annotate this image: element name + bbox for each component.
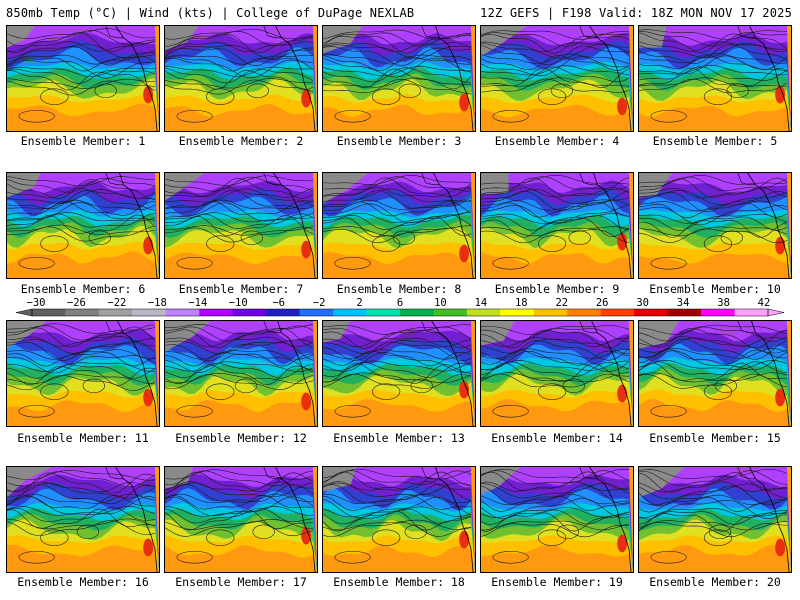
colorbar-left-arrow <box>15 308 33 317</box>
ensemble-member-label: Ensemble Member: 18 <box>333 575 465 589</box>
colorbar-segment <box>165 309 200 316</box>
ensemble-member-label: Ensemble Member: 10 <box>649 282 781 296</box>
ensemble-member-label: Ensemble Member: 1 <box>20 134 146 148</box>
ensemble-member-map <box>6 466 160 573</box>
ensemble-member-label: Ensemble Member: 8 <box>336 282 462 296</box>
ensemble-member-map <box>322 25 476 132</box>
colorbar-tick-label: −10 <box>228 297 248 309</box>
colorbar-tick-label: 30 <box>636 297 650 309</box>
ensemble-member-map <box>480 466 634 573</box>
colorbar-segment <box>400 309 434 316</box>
colorbar-tick-label: −2 <box>312 297 326 309</box>
ensemble-member-label: Ensemble Member: 19 <box>491 575 623 589</box>
map-title: 850mb Temp (°C) | Wind (kts) | College o… <box>6 6 415 20</box>
colorbar-segment <box>701 309 736 316</box>
colorbar-segment <box>199 309 234 316</box>
colorbar-segment <box>634 309 669 316</box>
ensemble-member-label: Ensemble Member: 15 <box>649 431 781 445</box>
ensemble-member-map <box>164 466 318 573</box>
ensemble-member-label: Ensemble Member: 12 <box>175 431 307 445</box>
colorbar-tick-label: −22 <box>107 297 127 309</box>
ensemble-member-label: Ensemble Member: 14 <box>491 431 623 445</box>
colorbar-tick-label: 14 <box>474 297 488 309</box>
ensemble-member-label: Ensemble Member: 9 <box>494 282 620 296</box>
ensemble-member-map <box>164 172 318 279</box>
colorbar-tick-label: 42 <box>757 297 771 309</box>
ensemble-member-map <box>6 320 160 427</box>
ensemble-member-label: Ensemble Member: 11 <box>17 431 149 445</box>
ensemble-member-label: Ensemble Member: 4 <box>494 134 620 148</box>
colorbar-segment <box>333 309 368 316</box>
colorbar-right-arrow <box>767 308 785 317</box>
ensemble-member-map <box>480 320 634 427</box>
colorbar-tick-label: −30 <box>26 297 46 309</box>
ensemble-member-label: Ensemble Member: 16 <box>17 575 149 589</box>
colorbar-segment <box>32 309 66 316</box>
colorbar-segment <box>232 309 267 316</box>
ensemble-member-label: Ensemble Member: 7 <box>178 282 304 296</box>
colorbar-tick-label: −6 <box>272 297 286 309</box>
ensemble-member-map <box>322 320 476 427</box>
ensemble-member-label: Ensemble Member: 3 <box>336 134 462 148</box>
ensemble-member-map <box>638 25 792 132</box>
ensemble-member-map <box>6 172 160 279</box>
colorbar-segment <box>98 309 133 316</box>
colorbar-segment <box>433 309 468 316</box>
temperature-colorbar <box>15 308 785 317</box>
colorbar-segment <box>65 309 100 316</box>
colorbar-segment <box>466 309 501 316</box>
colorbar-segment <box>533 309 568 316</box>
colorbar-segment <box>600 309 635 316</box>
ensemble-member-map <box>638 172 792 279</box>
model-valid-time: 12Z GEFS | F198 Valid: 18Z MON NOV 17 20… <box>480 6 792 20</box>
colorbar-tick-label: 22 <box>555 297 569 309</box>
colorbar-segment <box>667 309 702 316</box>
ensemble-member-label: Ensemble Member: 2 <box>178 134 304 148</box>
colorbar-segment <box>132 309 167 316</box>
ensemble-member-map <box>638 320 792 427</box>
ensemble-member-label: Ensemble Member: 6 <box>20 282 146 296</box>
ensemble-member-map <box>164 25 318 132</box>
ensemble-member-map <box>480 25 634 132</box>
colorbar-tick-label: 10 <box>434 297 447 309</box>
ensemble-member-label: Ensemble Member: 20 <box>649 575 781 589</box>
ensemble-member-map <box>638 466 792 573</box>
colorbar-tick-label: 6 <box>396 297 404 309</box>
ensemble-member-label: Ensemble Member: 5 <box>652 134 778 148</box>
ensemble-member-label: Ensemble Member: 13 <box>333 431 465 445</box>
colorbar-tick-label: 2 <box>356 297 363 309</box>
ensemble-member-label: Ensemble Member: 17 <box>175 575 307 589</box>
ensemble-member-map <box>164 320 318 427</box>
colorbar-tick-label: 34 <box>676 297 690 309</box>
ensemble-member-map <box>480 172 634 279</box>
colorbar-segment <box>567 309 602 316</box>
colorbar-segment <box>366 309 401 316</box>
ensemble-member-map <box>6 25 160 132</box>
colorbar-tick-label: 18 <box>514 297 528 309</box>
colorbar-segment <box>734 309 769 316</box>
colorbar-tick-label: −14 <box>188 297 208 309</box>
colorbar-segment <box>299 309 334 316</box>
colorbar-tick-label: 38 <box>717 297 730 309</box>
ensemble-member-map <box>322 172 476 279</box>
colorbar-tick-label: −18 <box>147 297 167 309</box>
colorbar-segment <box>500 309 535 316</box>
ensemble-member-map <box>322 466 476 573</box>
colorbar-tick-label: 26 <box>595 297 609 309</box>
colorbar-segment <box>266 309 301 316</box>
colorbar-tick-label: −26 <box>66 297 86 309</box>
